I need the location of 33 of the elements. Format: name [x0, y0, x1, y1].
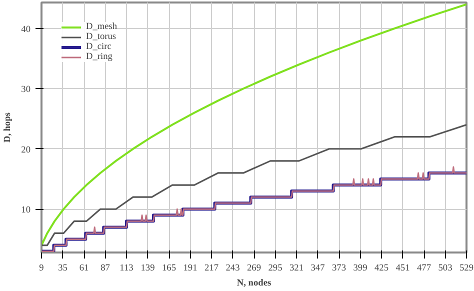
x-tick-label: 243 — [226, 264, 240, 274]
line-series — [42, 124, 466, 246]
y-tick-label: 20 — [21, 145, 31, 156]
x-tick-label: 399 — [353, 264, 368, 274]
x-tick-label: 87 — [100, 264, 110, 274]
legend-label: D_circ — [86, 42, 112, 52]
x-tick-label: 373 — [332, 264, 346, 274]
x-tick-label: 321 — [290, 264, 304, 274]
x-tick-label: 503 — [438, 264, 453, 274]
y-axis-title: D, hops — [3, 112, 14, 143]
legend-label: D_mesh — [86, 22, 118, 32]
x-axis-title: N, nodes — [236, 278, 272, 288]
x-tick-label: 529 — [460, 264, 474, 274]
x-tick-label: 451 — [396, 264, 410, 274]
x-tick-label: 113 — [120, 264, 134, 274]
y-tick-label: 10 — [21, 206, 31, 216]
line-series — [42, 3, 466, 246]
x-tick-label: 139 — [140, 264, 156, 274]
y-tick-label: 40 — [21, 24, 31, 35]
x-tick-label: 61 — [79, 264, 89, 274]
x-tick-label: 347 — [310, 264, 326, 274]
x-tick-label: 191 — [183, 264, 198, 274]
y-tick-label: 30 — [21, 85, 31, 96]
x-tick-label: 217 — [204, 264, 219, 274]
x-tick-label: 425 — [374, 264, 389, 274]
legend-label: D_ring — [86, 52, 112, 62]
x-tick-label: 9 — [39, 264, 44, 274]
x-tick-label: 269 — [247, 264, 262, 274]
x-tick-label: 35 — [58, 264, 68, 274]
x-tick-label: 295 — [268, 264, 283, 274]
x-tick-label: 477 — [417, 264, 432, 274]
legend-label: D_torus — [86, 32, 116, 42]
x-tick-label: 165 — [162, 264, 176, 274]
